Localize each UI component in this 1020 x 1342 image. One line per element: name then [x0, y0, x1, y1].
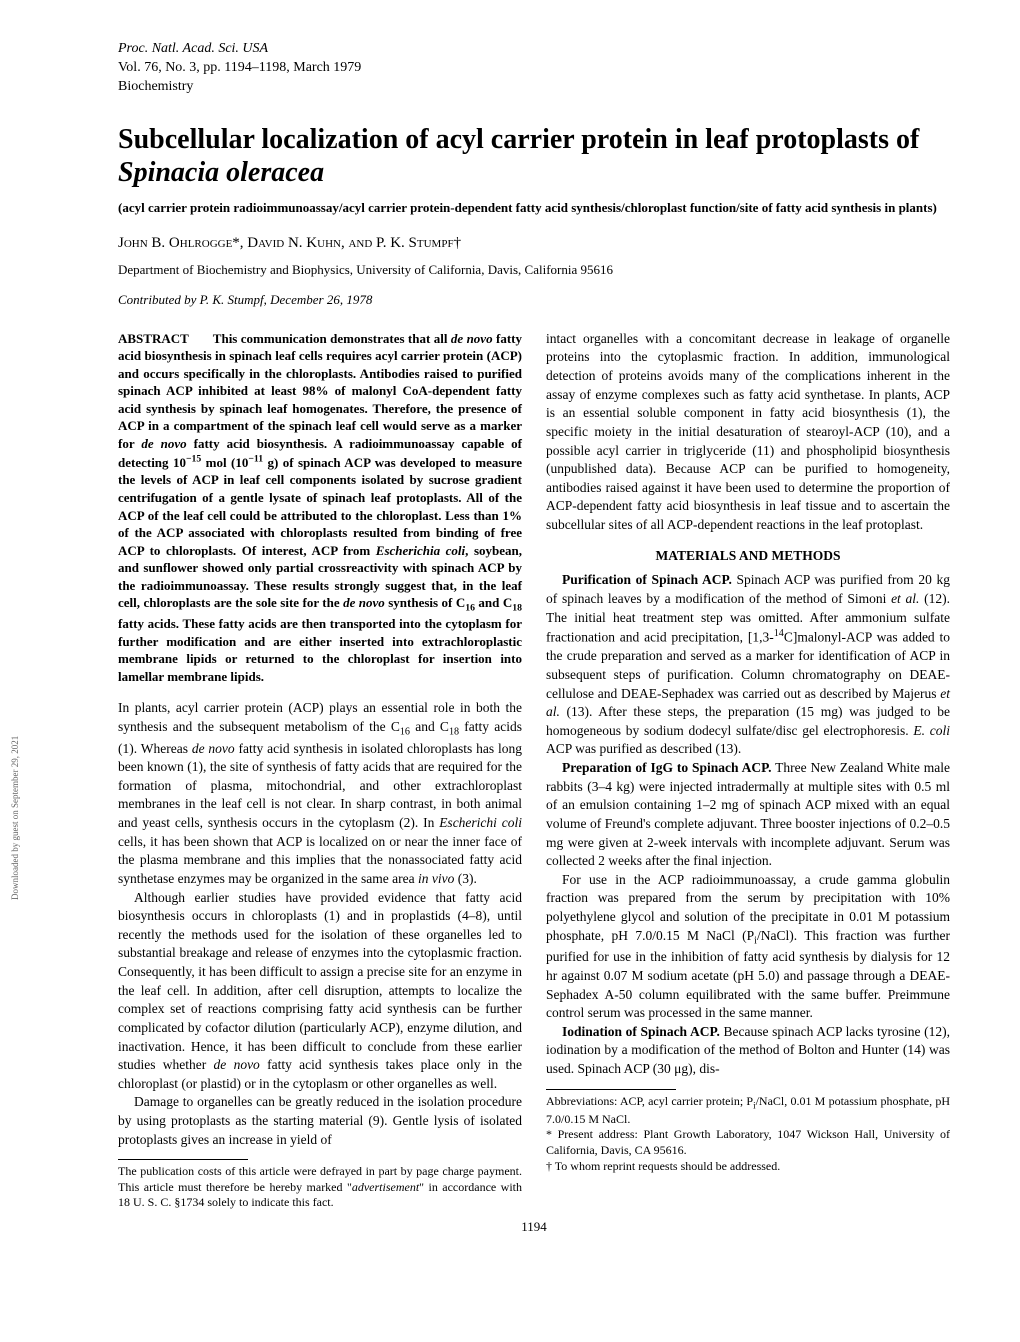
col1-para-3: Damage to organelles can be greatly redu… — [118, 1093, 522, 1149]
journal-name: Proc. Natl. Acad. Sci. USA — [118, 40, 950, 59]
author-footnote-1: * Present address: Plant Growth Laborato… — [546, 1127, 950, 1158]
department: Department of Biochemistry and Biophysic… — [118, 262, 950, 278]
journal-header: Proc. Natl. Acad. Sci. USA Vol. 76, No. … — [118, 40, 950, 97]
body-columns: ABSTRACTThis communication demonstrates … — [118, 330, 950, 1211]
authors: John B. Ohlrogge*, David N. Kuhn, and P.… — [118, 235, 950, 252]
col2-para-2: Purification of Spinach ACP. Spinach ACP… — [546, 571, 950, 759]
left-column: ABSTRACTThis communication demonstrates … — [118, 330, 522, 1211]
article-title: Subcellular localization of acyl carrier… — [118, 123, 950, 190]
col2-para-4: For use in the ACP radioimmunoassay, a c… — [546, 871, 950, 1023]
author-footnote-2: † To whom reprint requests should be add… — [546, 1159, 950, 1175]
abstract-label: ABSTRACT — [118, 330, 189, 348]
section-heading-materials: MATERIALS AND METHODS — [546, 547, 950, 566]
col2-para-5: Iodination of Spinach ACP. Because spina… — [546, 1023, 950, 1079]
journal-section: Biochemistry — [118, 78, 950, 97]
abstract-text: This communication demonstrates that all… — [118, 331, 522, 684]
col2-para-1: intact organelles with a concomitant dec… — [546, 330, 950, 535]
download-watermark: Downloaded by guest on September 29, 202… — [10, 736, 20, 900]
title-species: Spinacia oleracea — [118, 157, 324, 188]
page-number: 1194 — [118, 1219, 950, 1235]
author-names: John B. Ohlrogge*, David N. Kuhn, and P.… — [118, 235, 461, 251]
right-column: intact organelles with a concomitant dec… — [546, 330, 950, 1211]
abstract: ABSTRACTThis communication demonstrates … — [118, 330, 522, 685]
abbrev-footnote: Abbreviations: ACP, acyl carrier protein… — [546, 1094, 950, 1128]
contributed-by: Contributed by P. K. Stumpf, December 26… — [118, 292, 950, 308]
col1-para-2: Although earlier studies have provided e… — [118, 889, 522, 1094]
col1-footnote: The publication costs of this article we… — [118, 1164, 522, 1211]
col2-footnotes: Abbreviations: ACP, acyl carrier protein… — [546, 1094, 950, 1174]
col2-para-3: Preparation of IgG to Spinach ACP. Three… — [546, 759, 950, 871]
title-text: Subcellular localization of acyl carrier… — [118, 124, 919, 155]
footnote-rule — [118, 1159, 248, 1160]
article-subtitle: (acyl carrier protein radioimmunoassay/a… — [118, 200, 950, 217]
footnote-rule-2 — [546, 1089, 676, 1090]
col1-para-1: In plants, acyl carrier protein (ACP) pl… — [118, 699, 522, 888]
journal-issue: Vol. 76, No. 3, pp. 1194–1198, March 197… — [118, 59, 950, 78]
